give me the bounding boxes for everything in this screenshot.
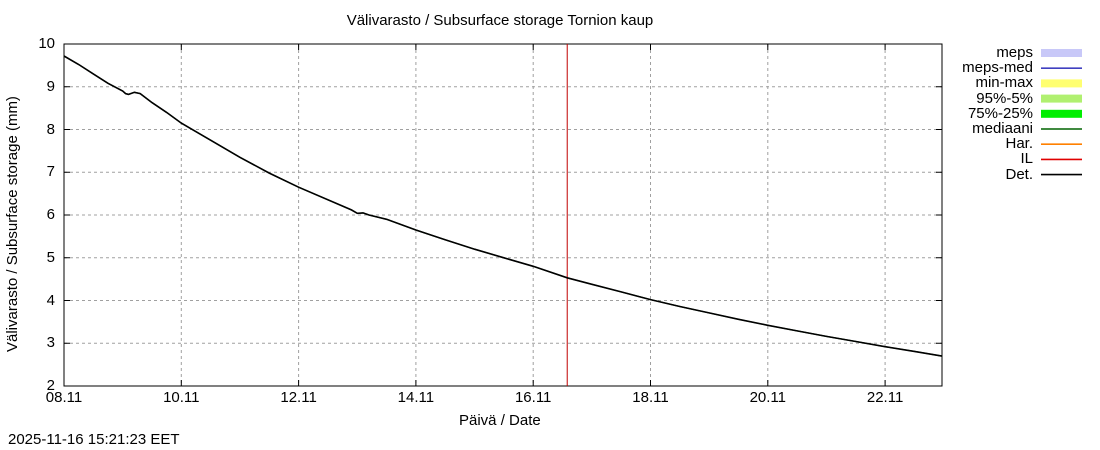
axis-ticks	[63, 43, 942, 387]
grid-lines	[64, 44, 942, 386]
legend-item: meps	[945, 44, 1095, 61]
legend-swatch	[1041, 49, 1082, 57]
legend-label: IL	[1020, 150, 1033, 168]
y-tick-label: 10	[38, 35, 55, 52]
legend-item: Har.	[945, 135, 1095, 153]
x-axis-label: Päivä / Date	[459, 412, 541, 429]
legend-item: Det.	[945, 165, 1095, 183]
y-tick-label: 9	[46, 77, 55, 95]
data-series	[63, 55, 943, 357]
legend-label: min-max	[975, 74, 1033, 92]
legend-label: Har.	[1005, 135, 1033, 153]
legend-label: Det.	[1005, 165, 1033, 183]
legend-swatch	[1041, 94, 1082, 103]
y-tick-label: 2	[46, 377, 55, 394]
x-tick-label: 22.11	[866, 389, 904, 406]
legend-item: 75%-25%	[945, 104, 1095, 122]
x-tick-label: 10.11	[163, 389, 200, 406]
series-mediaani	[63, 55, 943, 357]
legend-item: 95%-5%	[945, 89, 1095, 107]
legend-item: IL	[945, 150, 1095, 168]
legend-label: 95%-5%	[976, 89, 1033, 107]
legend-label: meps	[996, 44, 1033, 61]
legend-label: meps-med	[962, 59, 1033, 77]
x-tick-label: 14.11	[397, 389, 435, 406]
legend-swatch	[1041, 109, 1082, 118]
y-tick-label: 3	[46, 334, 55, 352]
chart-title: Välivarasto / Subsurface storage Tornion…	[346, 12, 654, 29]
legend-item: mediaani	[945, 120, 1095, 137]
x-tick-label: 08.11	[45, 389, 83, 406]
timestamp: 2025-11-16 15:21:23 EET	[8, 431, 180, 448]
y-tick-label: 7	[46, 163, 55, 181]
legend-item: min-max	[945, 74, 1095, 92]
x-tick-label: 12.11	[280, 389, 317, 406]
legend-label: mediaani	[972, 120, 1033, 137]
legend-swatch	[1041, 79, 1082, 88]
x-tick-label: 20.11	[749, 389, 787, 406]
legend-swatches	[1041, 49, 1082, 176]
series-det	[63, 55, 943, 357]
y-tick-label: 4	[46, 291, 55, 309]
legend-label: 75%-25%	[967, 104, 1033, 122]
x-tick-label: 16.11	[514, 389, 552, 406]
y-tick-label: 5	[46, 248, 55, 266]
y-axis-label: Välivarasto / Subsurface storage (mm)	[4, 96, 21, 352]
x-tick-label: 18.11	[632, 389, 669, 406]
y-tick-label: 8	[46, 120, 55, 138]
legend-item: meps-med	[945, 59, 1095, 77]
y-tick-label: 6	[46, 206, 55, 223]
